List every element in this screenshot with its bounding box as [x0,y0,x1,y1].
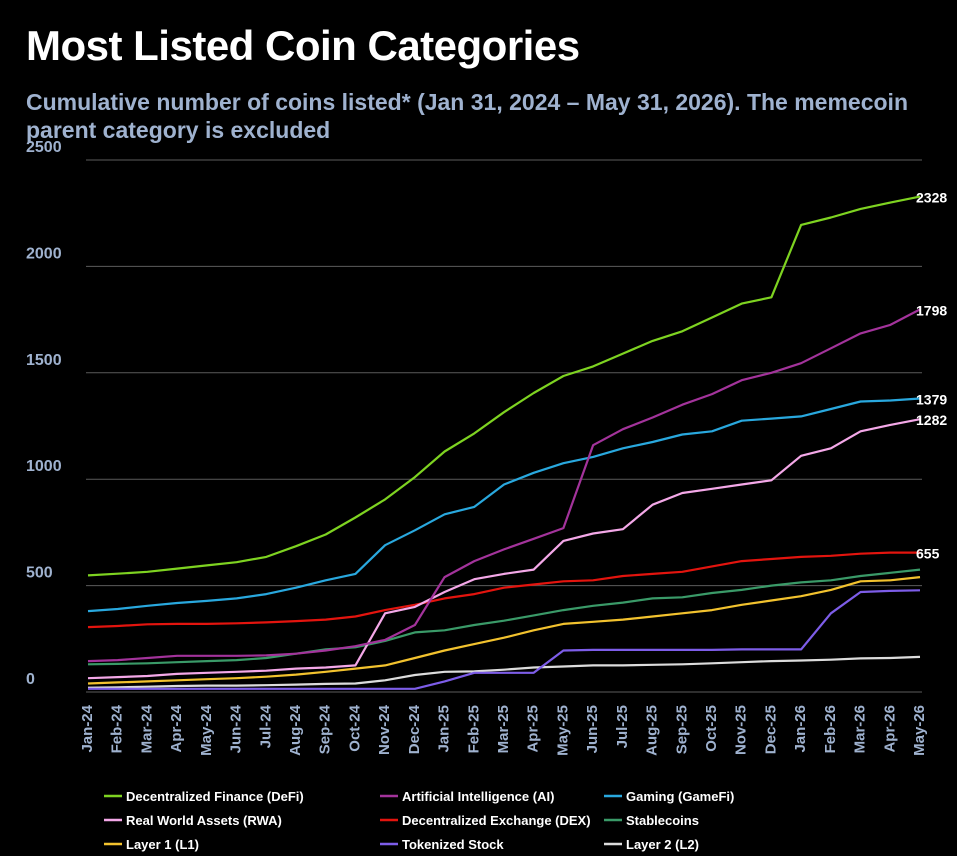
end-value-label: 2328 [916,190,947,206]
series-line [87,195,921,577]
x-tick-label: Jul-24 [257,704,274,748]
series-line [87,655,921,689]
legend-label: Decentralized Finance (DeFi) [126,789,304,804]
x-tick-label: Feb-24 [109,704,126,753]
x-tick-label: Apr-24 [168,704,185,752]
x-tick-label: May-25 [554,705,571,756]
y-tick-label: 2000 [26,245,62,262]
series-line [87,576,921,685]
series-line [87,397,921,613]
x-tick-label: Jan-24 [79,704,96,752]
x-tick-label: Sep-25 [673,705,690,754]
x-tick-label: Apr-25 [525,705,542,753]
legend-label: Artificial Intelligence (AI) [402,789,554,804]
chart-subtitle: Cumulative number of coins listed* (Jan … [26,89,908,143]
legend-label: Layer 1 (L1) [126,837,199,852]
legend-label: Decentralized Exchange (DEX) [402,813,591,828]
legend-label: Layer 2 (L2) [626,837,699,852]
end-value-label: 1798 [916,302,947,318]
y-tick-label: 500 [26,565,53,582]
x-tick-label: Jul-25 [614,705,631,748]
x-tick-label: Mar-25 [495,705,512,753]
x-tick-label: Oct-24 [346,704,363,751]
x-tick-label: Feb-26 [822,705,839,753]
x-tick-label: Oct-25 [703,705,720,752]
legend-label: Real World Assets (RWA) [126,813,282,828]
legend-label: Stablecoins [626,813,699,828]
x-tick-label: Mar-24 [138,704,155,753]
end-value-label: 1379 [916,392,947,408]
x-tick-label: Dec-25 [762,705,779,754]
series-line [87,418,921,680]
legend-label: Gaming (GameFi) [626,789,734,804]
legend-label: Tokenized Stock [402,837,504,852]
x-tick-label: Apr-26 [881,705,898,753]
y-tick-label: 2500 [26,139,62,156]
x-tick-label: Dec-24 [406,704,423,754]
series-line [87,551,920,629]
series-line [88,589,921,690]
y-tick-label: 1500 [26,352,62,369]
x-tick-label: Jun-24 [228,704,245,753]
x-tick-label: Aug-25 [644,705,661,756]
x-tick-label: Feb-25 [465,705,482,753]
x-tick-label: May-26 [911,705,928,756]
chart-title: Most Listed Coin Categories [26,22,580,69]
x-tick-label: May-24 [198,704,215,756]
y-tick-label: 0 [26,671,35,688]
x-tick-label: Nov-24 [376,704,393,755]
x-tick-label: Nov-25 [733,705,750,755]
y-tick-label: 1000 [26,458,62,475]
x-tick-label: Jun-25 [584,705,601,753]
x-tick-label: Jan-25 [436,705,453,753]
end-value-label: 655 [916,546,940,562]
x-tick-label: Jan-26 [792,705,809,753]
series-line [87,568,921,666]
x-tick-label: Sep-24 [317,704,334,754]
x-tick-label: Mar-26 [852,705,869,753]
x-tick-label: Aug-24 [287,704,304,755]
end-value-label: 1282 [916,412,947,428]
series-line [87,308,921,663]
